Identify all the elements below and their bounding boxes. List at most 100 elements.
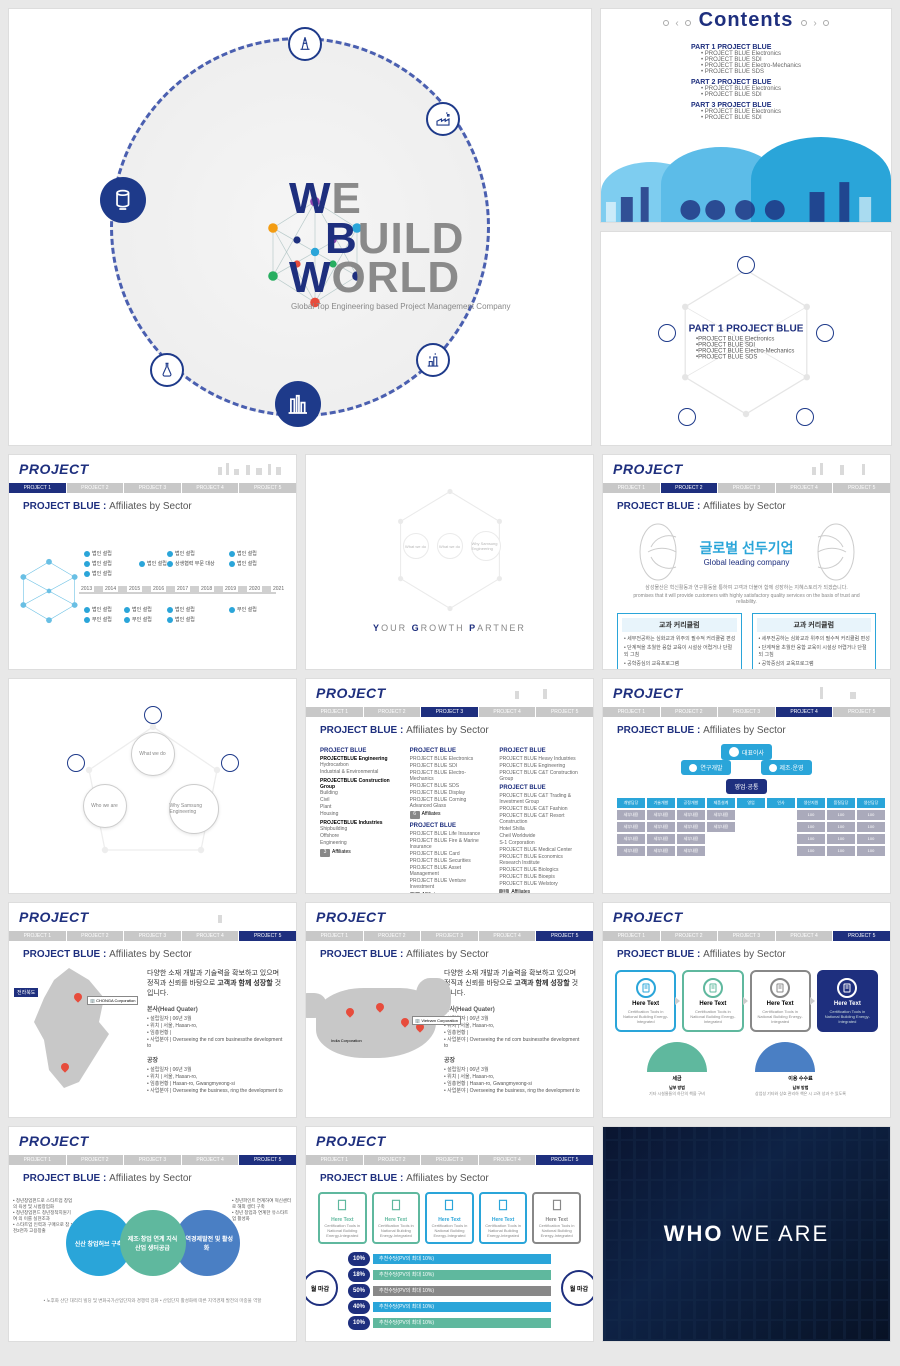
project-tab[interactable]: PROJECT 5 xyxy=(536,1155,593,1165)
hero-subtitle: Global Top Engineering based Project Man… xyxy=(291,302,511,311)
project-tab[interactable]: PROJECT 5 xyxy=(536,931,593,941)
project-tab[interactable]: PROJECT 4 xyxy=(776,483,833,493)
project-tab[interactable]: PROJECT 4 xyxy=(479,1155,536,1165)
project-tab[interactable]: PROJECT 1 xyxy=(9,483,66,493)
plant-icon xyxy=(416,343,450,377)
proj-sub-label: PROJECT BLUE : xyxy=(617,725,703,736)
tri-c1: What we do xyxy=(131,732,175,776)
ygp-circle-3: Why Samsung Engineering xyxy=(471,531,501,561)
venn-slide: PROJECT PROJECT 1PROJECT 2PROJECT 3PROJE… xyxy=(8,1126,297,1342)
contents-title: Contents xyxy=(699,9,794,31)
project-tab[interactable]: PROJECT 1 xyxy=(306,1155,363,1165)
org-sales: 영업·공통 xyxy=(726,779,766,794)
mini-icon-5 xyxy=(678,408,696,426)
project-tab[interactable]: PROJECT 1 xyxy=(306,707,363,717)
project-tab[interactable]: PROJECT 5 xyxy=(833,483,890,493)
proj-sub-label: PROJECT BLUE : xyxy=(617,949,703,960)
project-tabs: PROJECT 1PROJECT 2PROJECT 3PROJECT 4PROJ… xyxy=(9,931,296,941)
percent-slide: PROJECT PROJECT 1PROJECT 2PROJECT 3PROJE… xyxy=(305,1126,594,1342)
project-tab[interactable]: PROJECT 5 xyxy=(833,707,890,717)
project-tab[interactable]: PROJECT 2 xyxy=(661,483,718,493)
project-tab[interactable]: PROJECT 3 xyxy=(124,931,181,941)
ygp-circle-1: What we do xyxy=(403,533,429,559)
proj-sub-text: Affiliates by Sector xyxy=(406,1173,489,1184)
part1-title-block: PART 1 PROJECT BLUE •PROJECT BLUE Electr… xyxy=(646,324,846,361)
project-tab[interactable]: PROJECT 3 xyxy=(718,707,775,717)
lists-slide: PROJECT PROJECT 1PROJECT 2PROJECT 3PROJE… xyxy=(305,678,594,894)
project-tab[interactable]: PROJECT 2 xyxy=(67,483,124,493)
tri-circle-slide: What we do Who we are Why Samsung Engine… xyxy=(8,678,297,894)
project-tab[interactable]: PROJECT 1 xyxy=(603,707,660,717)
project-tab[interactable]: PROJECT 3 xyxy=(421,1155,478,1165)
project-tabs: PROJECT 1PROJECT 2PROJECT 3PROJECT 4PROJ… xyxy=(603,931,890,941)
project-tab[interactable]: PROJECT 2 xyxy=(364,707,421,717)
proj-sub-text: Affiliates by Sector xyxy=(109,1173,192,1184)
project-tab[interactable]: PROJECT 3 xyxy=(421,931,478,941)
venn-right-list: • 청년파인트 연계하여 혁신센터로 해외 생터 구축• 청년 창업과 연계한 … xyxy=(232,1198,292,1222)
project-header: PROJECT xyxy=(19,909,89,925)
cards4-row: Here TextCertification Tools in National… xyxy=(603,964,890,1038)
project-tab[interactable]: PROJECT 4 xyxy=(182,483,239,493)
mini-icon-1 xyxy=(737,256,755,274)
project-header: PROJECT xyxy=(19,1133,89,1149)
ygp-text: YOUR GROWTH PARTNER xyxy=(306,623,593,633)
contents-list: PART 1 PROJECT BLUE• PROJECT BLUE Electr… xyxy=(601,32,891,121)
project-tab[interactable]: PROJECT 5 xyxy=(833,931,890,941)
project-tab[interactable]: PROJECT 2 xyxy=(364,931,421,941)
project-tab[interactable]: PROJECT 3 xyxy=(718,931,775,941)
world-map: India Corporation 🏢 Vietnam Corporation xyxy=(316,968,436,1098)
cards4-slide: PROJECT PROJECT 1PROJECT 2PROJECT 3PROJE… xyxy=(602,902,891,1118)
proj-sub-label: PROJECT BLUE : xyxy=(320,949,406,960)
project-tab[interactable]: PROJECT 3 xyxy=(421,707,478,717)
project-tab[interactable]: PROJECT 1 xyxy=(603,931,660,941)
project-tab[interactable]: PROJECT 5 xyxy=(239,1155,296,1165)
proj-sub-label: PROJECT BLUE : xyxy=(23,501,109,512)
project-tab[interactable]: PROJECT 4 xyxy=(479,931,536,941)
proj-sub-text: Affiliates by Sector xyxy=(703,501,786,512)
project-header: PROJECT xyxy=(316,1133,386,1149)
global-leading-slide: PROJECT PROJECT 1PROJECT 2PROJECT 3PROJE… xyxy=(602,454,891,670)
project-tab[interactable]: PROJECT 4 xyxy=(182,931,239,941)
project-tab[interactable]: PROJECT 3 xyxy=(124,483,181,493)
project-tab[interactable]: PROJECT 4 xyxy=(479,707,536,717)
project-tab[interactable]: PROJECT 1 xyxy=(9,931,66,941)
gl-box-title: 교과 커리큘럼 xyxy=(757,618,872,632)
proj-sub-label: PROJECT BLUE : xyxy=(23,949,109,960)
world-map-slide: PROJECT PROJECT 1PROJECT 2PROJECT 3PROJE… xyxy=(305,902,594,1118)
project-tab[interactable]: PROJECT 5 xyxy=(239,931,296,941)
project-tab[interactable]: PROJECT 1 xyxy=(603,483,660,493)
project-tab[interactable]: PROJECT 2 xyxy=(67,1155,124,1165)
project-tab[interactable]: PROJECT 2 xyxy=(661,707,718,717)
proj-sub-label: PROJECT BLUE : xyxy=(320,1173,406,1184)
hq-heading: 본사(Head Quater) xyxy=(444,1004,583,1013)
project-tab[interactable]: PROJECT 4 xyxy=(776,931,833,941)
part1-network: PART 1 PROJECT BLUE •PROJECT BLUE Electr… xyxy=(666,262,826,422)
project-tab[interactable]: PROJECT 5 xyxy=(239,483,296,493)
org-grid: 개발담당세부내용세부내용세부내용세부내용기술개발세부내용세부내용세부내용세부내용… xyxy=(617,798,876,856)
gl-title-en: Global leading company xyxy=(699,558,793,567)
project-tab[interactable]: PROJECT 2 xyxy=(67,931,124,941)
project-tab[interactable]: PROJECT 3 xyxy=(124,1155,181,1165)
contents-slide: ‹Contents› PART 1 PROJECT BLUE• PROJECT … xyxy=(600,8,892,223)
venn-diagram: • 청년창업펀드로 스타트업 창업의 육성 및 시범창업화• 청년창업펀드 청년… xyxy=(9,1188,296,1298)
project-header: PROJECT xyxy=(613,685,683,701)
project-tab[interactable]: PROJECT 1 xyxy=(9,1155,66,1165)
gl-title-kr: 글로벌 선두기업 xyxy=(699,538,793,558)
project-tab[interactable]: PROJECT 2 xyxy=(661,931,718,941)
project-header: PROJECT xyxy=(316,685,386,701)
map-info: 다양한 소재 개발과 기술력을 확보하고 있으며 정직과 신뢰를 바탕으로 고객… xyxy=(444,968,583,1098)
skyline-deco-icon xyxy=(513,685,583,699)
plant-heading: 공장 xyxy=(147,1055,286,1064)
project-tab[interactable]: PROJECT 2 xyxy=(364,1155,421,1165)
globe-left-icon xyxy=(637,522,679,582)
hero-title-block: WE BUILD WORLD Global Top Engineering ba… xyxy=(289,179,511,311)
gl-desc-kr: 삼성물산은 혁신활동과 연구활동을 통하여 고객과 더불어 함께 성장하는 지혜… xyxy=(603,584,890,591)
project-tab[interactable]: PROJECT 4 xyxy=(182,1155,239,1165)
project-tab[interactable]: PROJECT 3 xyxy=(718,483,775,493)
project-tab[interactable]: PROJECT 5 xyxy=(536,707,593,717)
project-tabs: PROJECT 1PROJECT 2PROJECT 3PROJECT 4PROJ… xyxy=(306,931,593,941)
mini-icon xyxy=(144,706,162,724)
project-tab[interactable]: PROJECT 1 xyxy=(306,931,363,941)
part1-slide: PART 1 PROJECT BLUE •PROJECT BLUE Electr… xyxy=(600,231,892,446)
project-tab[interactable]: PROJECT 4 xyxy=(776,707,833,717)
